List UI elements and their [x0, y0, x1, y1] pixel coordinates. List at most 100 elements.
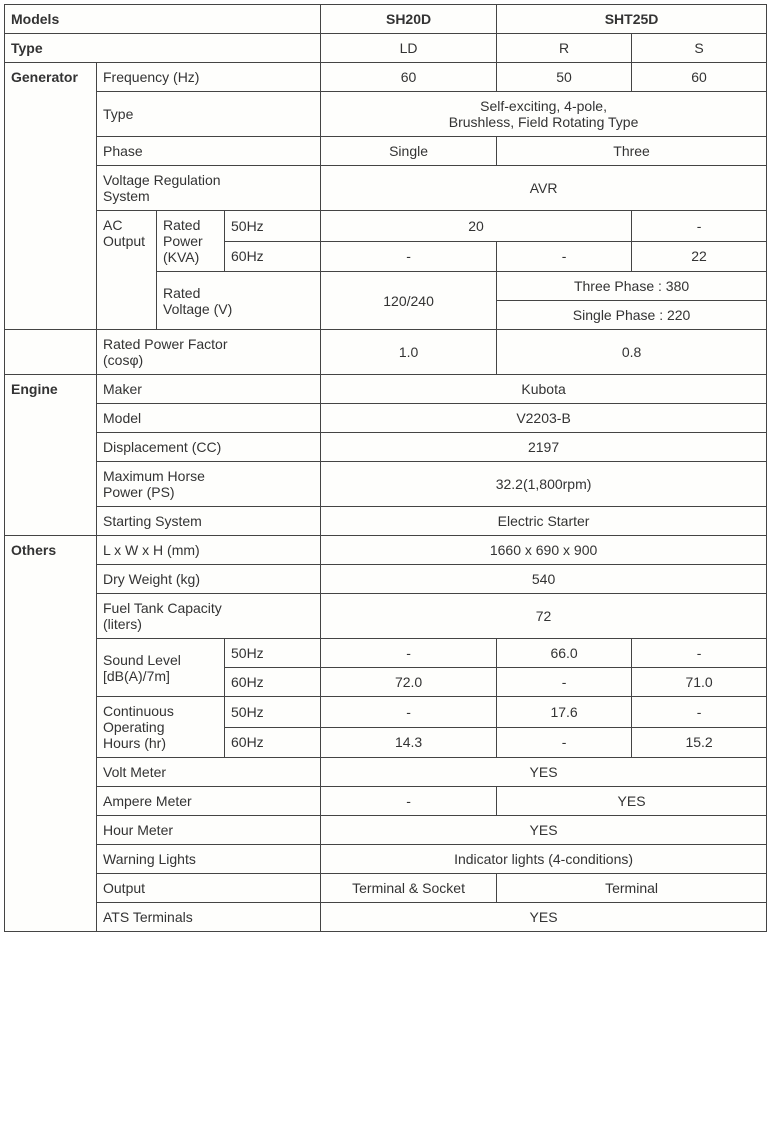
- start-label: Starting System: [97, 507, 321, 536]
- vreg-line1: Voltage Regulation: [103, 172, 221, 188]
- disp-label: Displacement (CC): [97, 433, 321, 462]
- type-s: S: [632, 34, 767, 63]
- rv-single: Single Phase : 220: [497, 301, 767, 330]
- s50-r: 66.0: [497, 639, 632, 668]
- pf-l2: (cosφ): [103, 352, 143, 368]
- fuel-val: 72: [321, 594, 767, 639]
- s60-ld: 72.0: [321, 668, 497, 697]
- hour-val: YES: [321, 816, 767, 845]
- engine-section: Engine: [5, 375, 97, 536]
- c60-ld: 14.3: [321, 727, 497, 758]
- rv-l1: Rated: [163, 285, 200, 301]
- cont-label: Continuous Operating Hours (hr): [97, 697, 225, 758]
- gen-phase-row: Phase Single Three: [5, 137, 767, 166]
- oth-hour-row: Hour Meter YES: [5, 816, 767, 845]
- amp-ld: -: [321, 787, 497, 816]
- generator-section-spacer: [5, 330, 97, 375]
- c60-r: -: [497, 727, 632, 758]
- oth-fuel-row: Fuel Tank Capacity (liters) 72: [5, 594, 767, 639]
- pf-l1: Rated Power Factor: [103, 336, 228, 352]
- volt-val: YES: [321, 758, 767, 787]
- fuel-l1: Fuel Tank Capacity: [103, 600, 222, 616]
- dry-label: Dry Weight (kg): [97, 565, 321, 594]
- start-val: Electric Starter: [321, 507, 767, 536]
- oth-dry-row: Dry Weight (kg) 540: [5, 565, 767, 594]
- eng-maker-row: Engine Maker Kubota: [5, 375, 767, 404]
- pf-sht25d: 0.8: [497, 330, 767, 375]
- gen-pf-row: Rated Power Factor (cosφ) 1.0 0.8: [5, 330, 767, 375]
- rp50-s: -: [632, 211, 767, 242]
- freq-60a: 60: [321, 63, 497, 92]
- cont-60hz: 60Hz: [225, 727, 321, 758]
- disp-val: 2197: [321, 433, 767, 462]
- gen-type-line2: Brushless, Field Rotating Type: [449, 114, 639, 130]
- ats-label: ATS Terminals: [97, 903, 321, 932]
- model-sht25d: SHT25D: [497, 5, 767, 34]
- warn-val: Indicator lights (4-conditions): [321, 845, 767, 874]
- eng-disp-row: Displacement (CC) 2197: [5, 433, 767, 462]
- rp-l2: Power: [163, 233, 203, 249]
- gen-freq-row: Generator Frequency (Hz) 60 50 60: [5, 63, 767, 92]
- sound-l1: Sound Level: [103, 652, 181, 668]
- oth-volt-row: Volt Meter YES: [5, 758, 767, 787]
- dry-val: 540: [321, 565, 767, 594]
- eng-model-row: Model V2203-B: [5, 404, 767, 433]
- cont-l3: Hours (hr): [103, 735, 166, 751]
- rp60-r: -: [497, 241, 632, 272]
- oth-dim-row: Others L x W x H (mm) 1660 x 690 x 900: [5, 536, 767, 565]
- oth-cont50-row: Continuous Operating Hours (hr) 50Hz - 1…: [5, 697, 767, 728]
- eng-start-row: Starting System Electric Starter: [5, 507, 767, 536]
- fuel-l2: (liters): [103, 616, 142, 632]
- vreg-label: Voltage Regulation System: [97, 166, 321, 211]
- gen-rp50-row: AC Output Rated Power (KVA) 50Hz 20 -: [5, 211, 767, 242]
- others-section: Others: [5, 536, 97, 932]
- out-ld: Terminal & Socket: [321, 874, 497, 903]
- rp60-sh20d: -: [321, 241, 497, 272]
- rp60-s: 22: [632, 241, 767, 272]
- s60-s: 71.0: [632, 668, 767, 697]
- cont-l1: Continuous: [103, 703, 174, 719]
- gen-type-row: Type Self-exciting, 4-pole, Brushless, F…: [5, 92, 767, 137]
- sound-60hz: 60Hz: [225, 668, 321, 697]
- ats-val: YES: [321, 903, 767, 932]
- models-label: Models: [5, 5, 321, 34]
- rated-voltage-label: Rated Voltage (V): [157, 272, 321, 330]
- header-row-type: Type LD R S: [5, 34, 767, 63]
- freq-50: 50: [497, 63, 632, 92]
- mhp-val: 32.2(1,800rpm): [321, 462, 767, 507]
- volt-label: Volt Meter: [97, 758, 321, 787]
- c50-s: -: [632, 697, 767, 728]
- phase-single: Single: [321, 137, 497, 166]
- mhp-l2: Power (PS): [103, 484, 175, 500]
- c60-s: 15.2: [632, 727, 767, 758]
- oth-warn-row: Warning Lights Indicator lights (4-condi…: [5, 845, 767, 874]
- spec-table: Models SH20D SHT25D Type LD R S Generato…: [4, 4, 767, 932]
- vreg-val: AVR: [321, 166, 767, 211]
- rp50-sh20d: 20: [321, 211, 632, 242]
- warn-label: Warning Lights: [97, 845, 321, 874]
- pf-label: Rated Power Factor (cosφ): [97, 330, 321, 375]
- oth-ats-row: ATS Terminals YES: [5, 903, 767, 932]
- model-val: V2203-B: [321, 404, 767, 433]
- pf-sh20d: 1.0: [321, 330, 497, 375]
- ac-output-l1: AC: [103, 217, 122, 233]
- mhp-label: Maximum Horse Power (PS): [97, 462, 321, 507]
- rv-l2: Voltage (V): [163, 301, 232, 317]
- sound-label: Sound Level [dB(A)/7m]: [97, 639, 225, 697]
- gen-type-label: Type: [97, 92, 321, 137]
- s50-s: -: [632, 639, 767, 668]
- dim-label: L x W x H (mm): [97, 536, 321, 565]
- out-label: Output: [97, 874, 321, 903]
- rp-60hz-label: 60Hz: [225, 241, 321, 272]
- mhp-l1: Maximum Horse: [103, 468, 205, 484]
- model-sh20d: SH20D: [321, 5, 497, 34]
- rv-three: Three Phase : 380: [497, 272, 767, 301]
- phase-label: Phase: [97, 137, 321, 166]
- gen-type-val: Self-exciting, 4-pole, Brushless, Field …: [321, 92, 767, 137]
- out-sht: Terminal: [497, 874, 767, 903]
- vreg-line2: System: [103, 188, 150, 204]
- amp-sht: YES: [497, 787, 767, 816]
- model-label: Model: [97, 404, 321, 433]
- cont-50hz: 50Hz: [225, 697, 321, 728]
- sound-l2: [dB(A)/7m]: [103, 668, 170, 684]
